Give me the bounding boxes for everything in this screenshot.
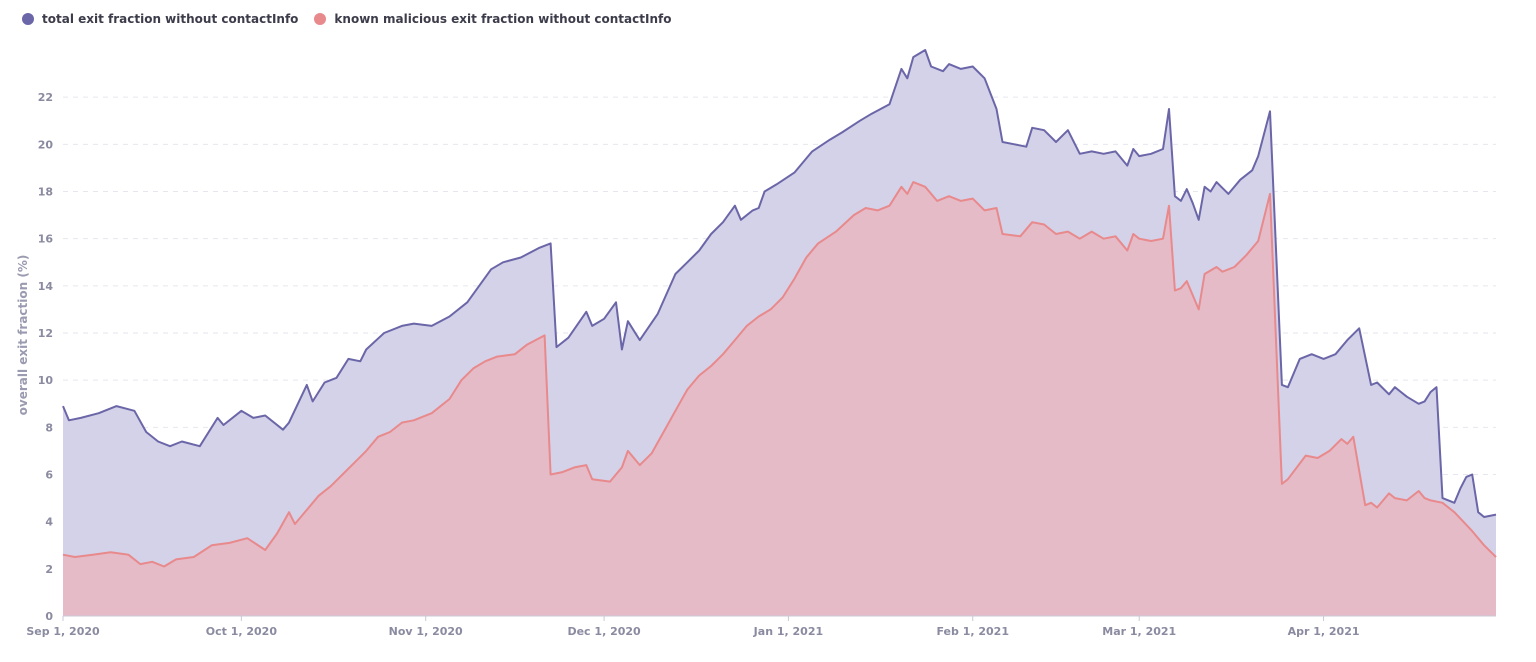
series-line-malicious[interactable] [62, 181, 1497, 568]
y-tick-label-10: 10 [38, 374, 54, 387]
y-tick-label-4: 4 [45, 516, 53, 529]
legend-item-total[interactable]: total exit fraction without contactInfo [22, 12, 298, 26]
legend-label-total: total exit fraction without contactInfo [42, 12, 299, 26]
series-areas [63, 50, 1496, 616]
legend-label-malicious: known malicious exit fraction without co… [334, 12, 672, 26]
chart-legend: total exit fraction without contactInfo … [22, 12, 671, 26]
y-tick-label-2: 2 [45, 563, 53, 576]
y-tick-label-6: 6 [45, 469, 53, 482]
y-tick-label-8: 8 [45, 421, 53, 434]
legend-dot-total-icon [22, 13, 34, 25]
y-axis-title: overall exit fraction (%) [16, 255, 30, 416]
y-tick-label-22: 22 [38, 91, 53, 104]
y-tick-label-12: 12 [38, 327, 53, 340]
x-tick-label-0: Sep 1, 2020 [26, 625, 100, 638]
x-tick-label-5: Feb 1, 2021 [936, 625, 1009, 638]
y-tick-label-18: 18 [38, 186, 53, 199]
series-lines [62, 49, 1497, 568]
legend-item-malicious[interactable]: known malicious exit fraction without co… [314, 12, 671, 26]
x-tick-label-4: Jan 1, 2021 [753, 625, 823, 638]
y-tick-label-0: 0 [45, 610, 53, 623]
y-tick-label-16: 16 [38, 233, 54, 246]
x-tick-label-3: Dec 1, 2020 [567, 625, 641, 638]
x-tick-label-2: Nov 1, 2020 [389, 625, 463, 638]
y-tick-label-20: 20 [38, 138, 54, 151]
series-area-malicious [63, 182, 1496, 616]
axes: 0 2 4 6 8 10 12 14 16 18 20 22 Sep 1, 2020 Oct 1, 202… [26, 91, 1496, 638]
x-tick-label-6: Mar 1, 2021 [1102, 625, 1176, 638]
x-tick-label-7: Apr 1, 2021 [1288, 625, 1360, 638]
series-line-total[interactable] [62, 49, 1497, 518]
x-tick-label-1: Oct 1, 2020 [206, 625, 278, 638]
y-tick-label-14: 14 [38, 280, 54, 293]
legend-dot-malicious-icon [314, 13, 327, 25]
